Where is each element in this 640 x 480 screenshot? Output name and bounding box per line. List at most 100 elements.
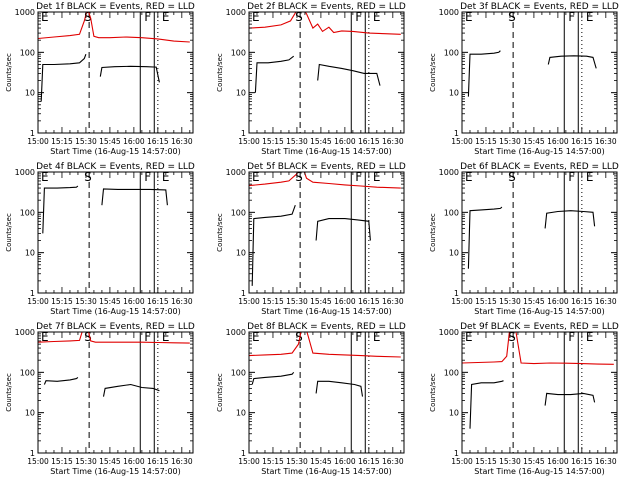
marker-label-s: S xyxy=(84,170,92,184)
series-events-line xyxy=(469,380,596,429)
marker-label-e: E xyxy=(586,330,594,344)
x-tick-label: 16:00 xyxy=(547,297,569,306)
x-axis-label: Start Time (16-Aug-15 14:57:00) xyxy=(261,467,392,476)
plot-frame xyxy=(37,331,194,454)
x-axis-label: Start Time (16-Aug-15 14:57:00) xyxy=(50,147,181,156)
x-tick-label: 16:00 xyxy=(547,137,569,146)
x-tick-label: 15:00 xyxy=(451,457,473,466)
x-tick-label: 16:15 xyxy=(147,297,169,306)
marker-label-e: E xyxy=(586,10,594,24)
series-lld-line xyxy=(249,332,401,358)
y-tick-label: 100 xyxy=(444,48,459,57)
x-tick-label: 15:00 xyxy=(27,137,49,146)
y-tick-label: 1000 xyxy=(439,168,459,177)
plot-frame xyxy=(248,11,405,134)
marker-label-s: S xyxy=(508,10,516,24)
y-tick-label: 1000 xyxy=(226,168,246,177)
x-tick-label: 15:15 xyxy=(475,137,497,146)
y-tick-label: 10 xyxy=(236,409,246,418)
series-events-line xyxy=(40,54,160,102)
x-tick-label: 16:00 xyxy=(334,137,356,146)
panel-det-1: Det 1f BLACK = Events, RED = LLD Counts/s… xyxy=(5,2,195,156)
marker-label-f: F xyxy=(144,170,151,184)
x-tick-label: 16:30 xyxy=(382,297,404,306)
marker-label-e: E xyxy=(162,10,170,24)
x-tick-label: 15:15 xyxy=(475,457,497,466)
y-tick-label: 10 xyxy=(449,89,459,98)
x-axis-label: Start Time (16-Aug-15 14:57:00) xyxy=(474,467,605,476)
marker-label-e: E xyxy=(162,330,170,344)
marker-label-f: F xyxy=(144,330,151,344)
panel-det-4: Det 4f BLACK = Events, RED = LLD Counts/s… xyxy=(5,162,195,316)
x-tick-label: 15:45 xyxy=(310,137,332,146)
marker-label-f: F xyxy=(568,170,575,184)
series-events-line xyxy=(251,205,371,286)
series-events-line xyxy=(467,206,596,269)
series-lld-line xyxy=(38,332,190,344)
plot-frame xyxy=(37,171,194,294)
marker-label-e: E xyxy=(465,170,473,184)
x-axis-label: Start Time (16-Aug-15 14:57:00) xyxy=(261,147,392,156)
x-tick-label: 16:15 xyxy=(571,137,593,146)
x-tick-label: 15:00 xyxy=(238,137,260,146)
x-tick-label: 16:30 xyxy=(382,457,404,466)
y-tick-label: 1 xyxy=(454,129,459,138)
x-tick-label: 16:00 xyxy=(334,297,356,306)
x-tick-label: 15:15 xyxy=(262,137,284,146)
panel-det-7: Det 7f BLACK = Events, RED = LLD Counts/s… xyxy=(5,322,195,476)
plot-frame xyxy=(461,171,618,294)
y-tick-label: 100 xyxy=(231,48,246,57)
x-tick-label: 16:00 xyxy=(123,137,145,146)
y-tick-label: 10 xyxy=(236,249,246,258)
y-tick-label: 1 xyxy=(241,129,246,138)
x-axis-label: Start Time (16-Aug-15 14:57:00) xyxy=(474,307,605,316)
marker-label-e: E xyxy=(373,10,381,24)
y-tick-label: 100 xyxy=(20,48,35,57)
plot-frame xyxy=(461,331,618,454)
plot-frame xyxy=(461,11,618,134)
series-events-line xyxy=(251,371,364,397)
x-tick-label: 15:30 xyxy=(75,457,97,466)
plot-frame xyxy=(37,11,194,134)
panel-title: Det 2f BLACK = Events, RED = LLD xyxy=(247,2,406,12)
panel-title: Det 6f BLACK = Events, RED = LLD xyxy=(460,162,619,172)
marker-label-s: S xyxy=(84,10,92,24)
x-tick-label: 15:00 xyxy=(451,297,473,306)
marker-label-f: F xyxy=(144,10,151,24)
marker-label-e: E xyxy=(465,330,473,344)
x-tick-label: 16:15 xyxy=(147,137,169,146)
marker-label-e: E xyxy=(373,170,381,184)
y-tick-label: 1000 xyxy=(439,328,459,337)
x-tick-label: 15:15 xyxy=(51,297,73,306)
x-tick-label: 15:15 xyxy=(262,297,284,306)
y-tick-label: 10 xyxy=(25,89,35,98)
panel-det-3: Det 3f BLACK = Events, RED = LLD Counts/s… xyxy=(429,2,619,156)
x-tick-label: 15:45 xyxy=(99,457,121,466)
marker-label-f: F xyxy=(355,170,362,184)
y-tick-label: 100 xyxy=(231,368,246,377)
y-tick-label: 1 xyxy=(454,289,459,298)
x-tick-label: 16:30 xyxy=(595,137,617,146)
series-lld-line xyxy=(462,332,614,365)
x-tick-label: 15:30 xyxy=(286,297,308,306)
x-tick-label: 16:00 xyxy=(123,297,145,306)
y-tick-label: 1000 xyxy=(439,8,459,17)
panel-title: Det 9f BLACK = Events, RED = LLD xyxy=(460,322,619,332)
x-tick-label: 15:30 xyxy=(499,457,521,466)
x-tick-label: 15:00 xyxy=(238,297,260,306)
marker-label-s: S xyxy=(295,170,303,184)
series-events-line xyxy=(254,55,381,93)
plot-frame xyxy=(248,171,405,294)
x-tick-label: 15:00 xyxy=(27,297,49,306)
panel-title: Det 4f BLACK = Events, RED = LLD xyxy=(36,162,195,172)
x-tick-label: 16:30 xyxy=(595,457,617,466)
x-axis-label: Start Time (16-Aug-15 14:57:00) xyxy=(50,467,181,476)
y-tick-label: 1 xyxy=(454,449,459,458)
marker-label-f: F xyxy=(568,330,575,344)
x-tick-label: 16:00 xyxy=(547,457,569,466)
x-tick-label: 16:30 xyxy=(595,297,617,306)
marker-label-s: S xyxy=(295,10,303,24)
y-tick-label: 10 xyxy=(236,89,246,98)
x-tick-label: 15:15 xyxy=(262,457,284,466)
y-axis-label: Counts/sec xyxy=(5,373,13,412)
